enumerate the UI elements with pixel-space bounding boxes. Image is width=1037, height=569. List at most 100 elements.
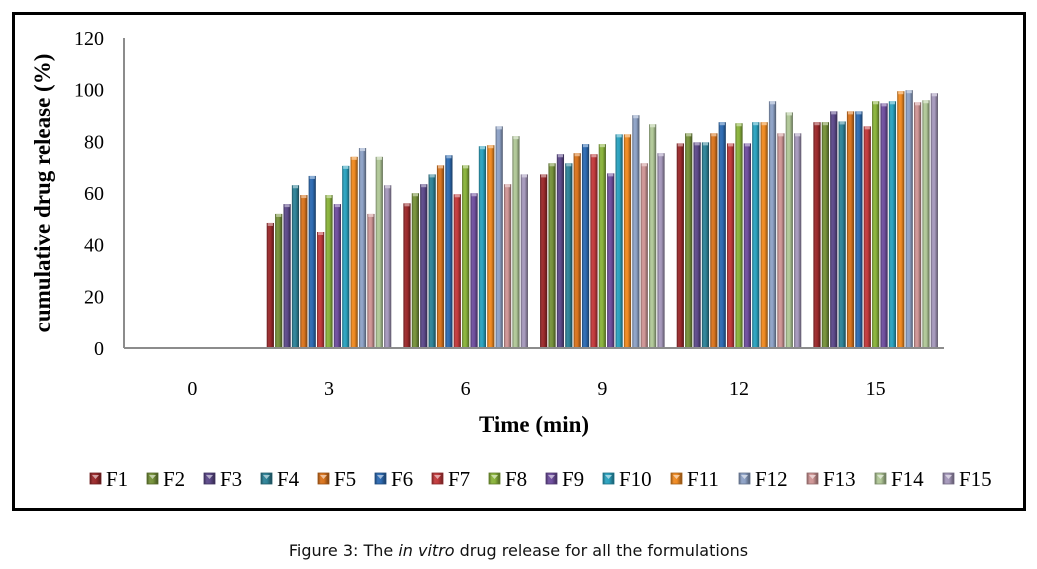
- bar-F9-t12: [743, 143, 751, 348]
- bar-cap-F14-t3: [376, 156, 382, 160]
- bar-cap-F13-t9: [641, 163, 647, 167]
- bar-cap-F13-t12: [778, 133, 784, 137]
- bar-F15-t12: [794, 133, 802, 348]
- bar-F10-t6: [478, 146, 487, 348]
- legend-item-F9: F9: [545, 467, 584, 491]
- legend-item-F2: F2: [146, 467, 185, 491]
- bar-F10-t3: [342, 165, 350, 348]
- bar-F7-t9: [590, 154, 598, 348]
- bar-F2-t12: [685, 133, 693, 348]
- bar-cap-F3-t3: [284, 204, 290, 208]
- bar-cap-F12-t3: [359, 148, 366, 152]
- bar-cap-F11-t6: [488, 145, 494, 149]
- bar-cap-F5-t9: [574, 153, 580, 157]
- bar-F6-t9: [581, 144, 590, 348]
- bar-cap-F5-t15: [847, 111, 854, 115]
- bar-F10-t12: [752, 122, 760, 348]
- bar-cap-F7-t15: [864, 126, 870, 130]
- legend-label: F10: [619, 467, 652, 491]
- bar-cap-F1-t15: [814, 122, 820, 126]
- bar-F9-t9: [607, 173, 615, 348]
- bar-F15-t3: [384, 185, 392, 348]
- bar-cap-F15-t3: [385, 185, 391, 189]
- bar-cap-F9-t6: [471, 193, 477, 197]
- bar-F14-t6: [512, 136, 520, 348]
- bar-F4-t15: [838, 121, 846, 348]
- bar-F4-t9: [565, 163, 573, 348]
- bar-F13-t9: [640, 163, 648, 348]
- bar-F11-t12: [760, 122, 768, 348]
- bar-cap-F13-t3: [368, 213, 374, 217]
- y-tick-label: 80: [84, 131, 104, 153]
- y-axis-title: cumulative drug release (%): [30, 54, 55, 333]
- bar-cap-F5-t3: [301, 195, 307, 199]
- bar-cap-F4-t15: [839, 121, 845, 125]
- legend-label: F7: [448, 467, 470, 491]
- legend-label: F6: [391, 467, 413, 491]
- bar-cap-F8-t12: [736, 123, 742, 127]
- bar-cap-F3-t12: [694, 142, 700, 146]
- bar-F7-t3: [317, 232, 325, 348]
- bar-cap-F12-t15: [906, 90, 912, 94]
- bar-cap-F12-t12: [769, 101, 776, 105]
- bar-cap-F13-t6: [504, 184, 511, 188]
- bar-F3-t15: [830, 111, 838, 348]
- bar-F6-t3: [308, 175, 316, 348]
- bar-F2-t3: [275, 213, 283, 348]
- bar-F1-t15: [813, 122, 821, 348]
- legend-swatch-marker-icon: [434, 475, 441, 479]
- x-tick-label: 6: [461, 378, 471, 400]
- bar-cap-F2-t9: [549, 163, 555, 167]
- bar-F15-t15: [930, 93, 938, 349]
- bar-F2-t9: [548, 163, 556, 348]
- bar-cap-F8-t9: [599, 144, 605, 148]
- legend-label: F5: [334, 467, 356, 491]
- x-tick-label: 9: [597, 378, 607, 400]
- legend-swatch-marker-icon: [263, 475, 270, 479]
- bar-F1-t12: [676, 143, 684, 348]
- bar-cap-F5-t6: [437, 165, 444, 169]
- bar-cap-F9-t9: [608, 173, 614, 177]
- legend-item-F12: F12: [738, 467, 788, 491]
- bar-cap-F8-t15: [873, 101, 879, 105]
- bar-F14-t3: [375, 156, 383, 348]
- bar-cap-F15-t12: [795, 133, 801, 137]
- bar-cap-F2-t6: [412, 193, 418, 197]
- bar-cap-F4-t6: [429, 174, 435, 178]
- bar-cap-F9-t12: [744, 143, 750, 147]
- legend-label: F13: [823, 467, 856, 491]
- y-tick-labels: 0 20 40 60 80 100 120: [74, 28, 104, 360]
- bar-F8-t9: [598, 144, 606, 348]
- legend-item-F13: F13: [806, 467, 856, 491]
- legend-item-F10: F10: [602, 467, 652, 491]
- bar-cap-F4-t3: [292, 185, 299, 189]
- bar-F8-t6: [462, 165, 470, 348]
- bar-cap-F15-t15: [931, 93, 937, 97]
- bar-cap-F11-t9: [624, 134, 631, 138]
- bar-F1-t6: [403, 203, 411, 348]
- bar-cap-F15-t6: [521, 174, 527, 178]
- y-tick-label: 100: [74, 80, 104, 102]
- bar-F15-t6: [520, 174, 528, 348]
- bars-layer: [266, 90, 938, 349]
- bar-cap-F6-t9: [582, 144, 589, 148]
- bar-cap-F9-t3: [334, 204, 340, 208]
- bar-F9-t3: [333, 204, 341, 348]
- legend-swatch-marker-icon: [377, 475, 384, 479]
- bar-F7-t12: [727, 143, 735, 348]
- bar-cap-F7-t12: [728, 143, 734, 147]
- bar-cap-F8-t3: [326, 195, 332, 199]
- x-tick-label: 0: [187, 378, 197, 400]
- bar-F14-t15: [922, 100, 930, 348]
- bar-F2-t15: [821, 122, 829, 348]
- bar-F9-t6: [470, 193, 478, 348]
- legend-item-F11: F11: [670, 467, 719, 491]
- legend-item-F6: F6: [374, 467, 413, 491]
- legend-label: F11: [687, 467, 719, 491]
- legend-swatch-marker-icon: [149, 475, 156, 479]
- legend-item-F3: F3: [203, 467, 242, 491]
- bar-cap-F11-t15: [898, 91, 904, 95]
- x-tick-label: 15: [866, 378, 886, 400]
- bar-cap-F13-t15: [914, 102, 921, 106]
- bar-cap-F10-t6: [479, 146, 486, 150]
